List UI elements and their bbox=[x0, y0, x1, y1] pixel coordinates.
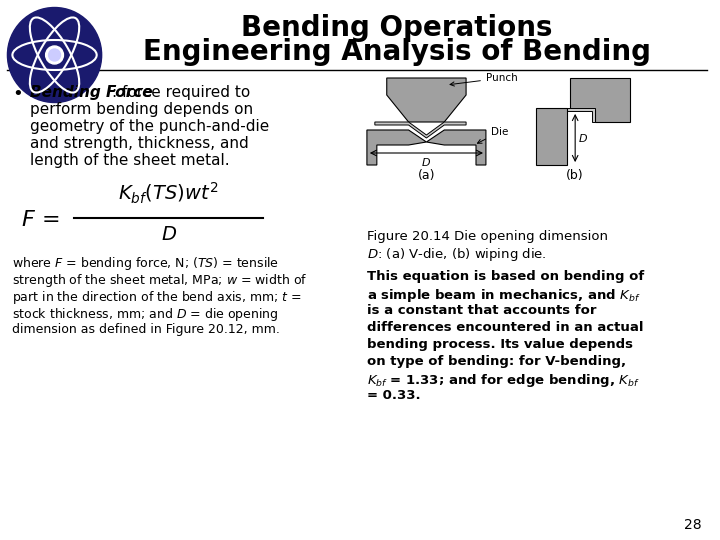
Polygon shape bbox=[387, 78, 466, 122]
Text: This equation is based on bending of: This equation is based on bending of bbox=[367, 270, 644, 283]
Text: part in the direction of the bend axis, mm; $t$ =: part in the direction of the bend axis, … bbox=[12, 289, 302, 306]
Polygon shape bbox=[541, 108, 595, 122]
Polygon shape bbox=[375, 122, 466, 138]
Text: a simple beam in mechanics, and $K_{bf}$: a simple beam in mechanics, and $K_{bf}$ bbox=[367, 287, 641, 304]
Text: stock thickness, mm; and $D$ = die opening: stock thickness, mm; and $D$ = die openi… bbox=[12, 306, 279, 323]
Text: Bending Operations: Bending Operations bbox=[241, 14, 552, 42]
Text: Die: Die bbox=[477, 127, 508, 143]
Text: $K_{bf}$ = 1.33; and for edge bending, $K_{bf}$: $K_{bf}$ = 1.33; and for edge bending, $… bbox=[367, 372, 639, 389]
Text: differences encountered in an actual: differences encountered in an actual bbox=[367, 321, 644, 334]
Text: on type of bending: for V-bending,: on type of bending: for V-bending, bbox=[367, 355, 626, 368]
Text: $K_{bf}(TS)wt^2$: $K_{bf}(TS)wt^2$ bbox=[118, 181, 219, 206]
Circle shape bbox=[45, 46, 63, 64]
Ellipse shape bbox=[7, 8, 102, 103]
Text: •: • bbox=[12, 85, 23, 103]
Text: Engineering Analysis of Bending: Engineering Analysis of Bending bbox=[143, 38, 651, 66]
Text: $D$: $D$ bbox=[161, 225, 176, 244]
Polygon shape bbox=[570, 78, 630, 122]
Text: $D$: $D$ bbox=[578, 132, 588, 144]
Text: Figure 20.14 Die opening dimension: Figure 20.14 Die opening dimension bbox=[367, 230, 608, 243]
Text: and strength, thickness, and: and strength, thickness, and bbox=[30, 136, 248, 151]
Text: (b): (b) bbox=[567, 169, 584, 182]
Text: strength of the sheet metal, MPa; $w$ = width of: strength of the sheet metal, MPa; $w$ = … bbox=[12, 272, 307, 289]
Text: $F\,=\,$: $F\,=\,$ bbox=[20, 210, 60, 230]
Text: 28: 28 bbox=[685, 518, 702, 532]
Text: Bending Force: Bending Force bbox=[30, 85, 153, 100]
Text: $D$: $D$ bbox=[421, 156, 431, 168]
Text: is a constant that accounts for: is a constant that accounts for bbox=[367, 304, 596, 317]
Text: (a): (a) bbox=[418, 169, 435, 182]
Text: where $F$ = bending force, N; ($TS$) = tensile: where $F$ = bending force, N; ($TS$) = t… bbox=[12, 255, 279, 272]
Text: : force required to: : force required to bbox=[112, 85, 251, 100]
Polygon shape bbox=[426, 130, 486, 165]
Text: geometry of the punch-and-die: geometry of the punch-and-die bbox=[30, 119, 269, 134]
Circle shape bbox=[48, 49, 60, 61]
Text: bending process. Its value depends: bending process. Its value depends bbox=[367, 338, 633, 351]
Polygon shape bbox=[536, 108, 567, 165]
Polygon shape bbox=[367, 130, 426, 165]
Text: length of the sheet metal.: length of the sheet metal. bbox=[30, 153, 230, 168]
Text: = 0.33.: = 0.33. bbox=[367, 389, 420, 402]
Text: Punch: Punch bbox=[450, 73, 518, 86]
Text: $D$: (a) V-die, (b) wiping die.: $D$: (a) V-die, (b) wiping die. bbox=[367, 246, 546, 263]
Text: perform bending depends on: perform bending depends on bbox=[30, 102, 253, 117]
Text: dimension as defined in Figure 20.12, mm.: dimension as defined in Figure 20.12, mm… bbox=[12, 323, 280, 336]
